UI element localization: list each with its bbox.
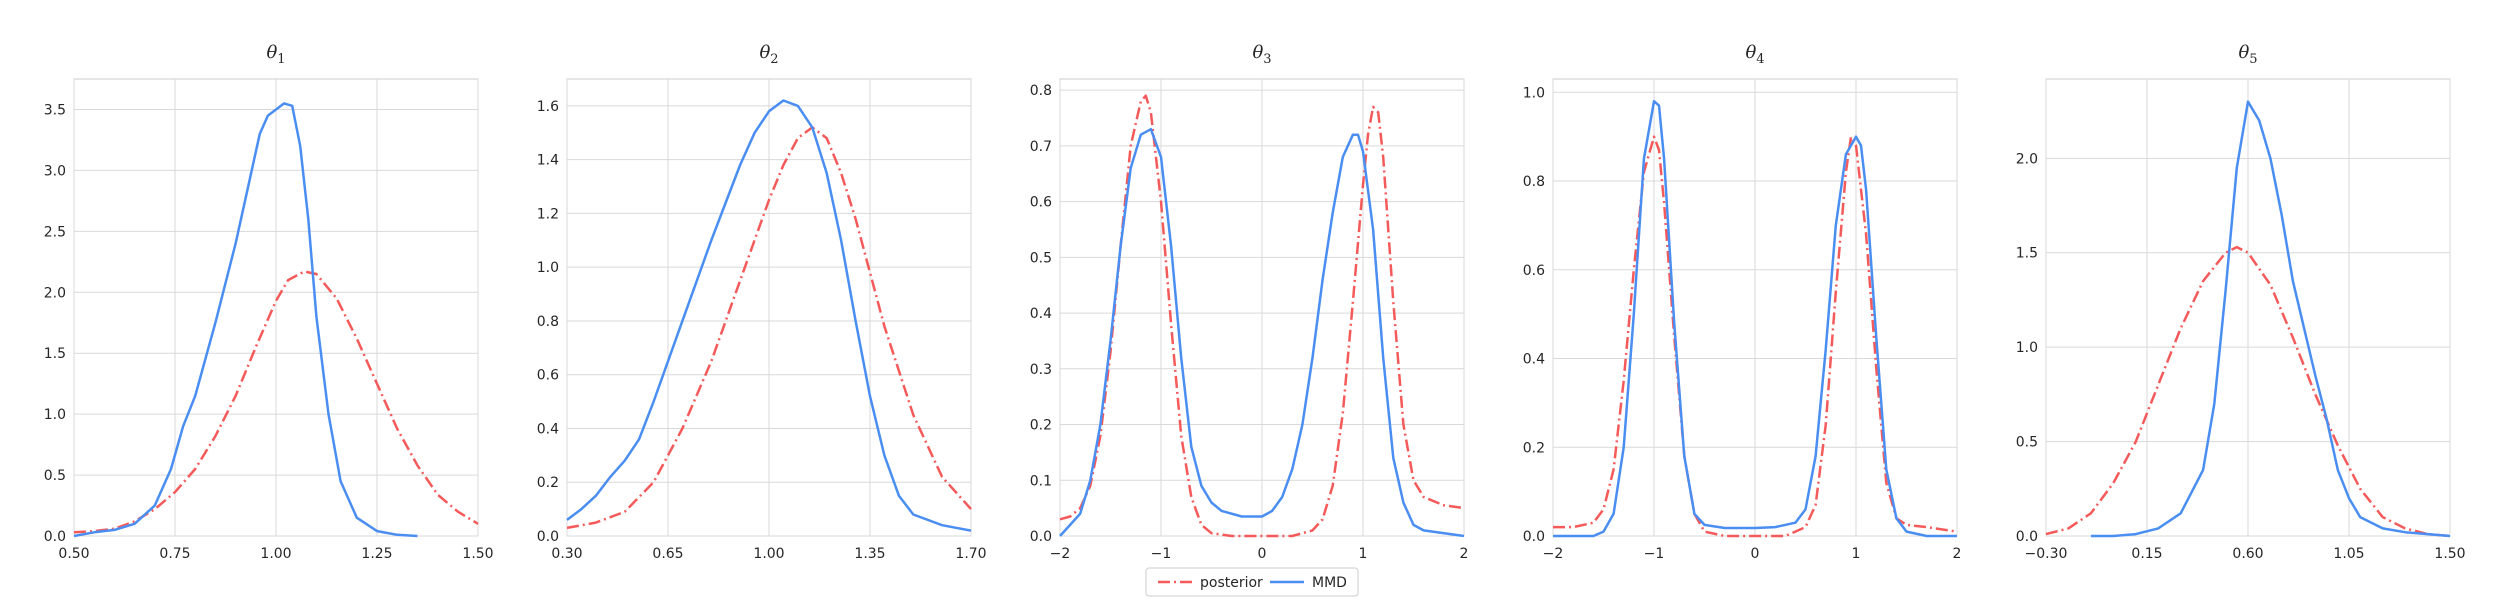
panel-title: θ5: [2238, 42, 2257, 67]
y-tick-label: 0.5: [1030, 250, 1052, 266]
y-tick-label: 0.7: [1030, 139, 1052, 155]
x-tick-label: 1.00: [260, 546, 291, 562]
legend-frame: [1145, 567, 1359, 597]
x-tick-label: 0.15: [2131, 546, 2162, 562]
panel-title-subscript: 3: [1263, 52, 1271, 67]
y-tick-label: 2.5: [44, 224, 66, 240]
x-tick-label: 0.75: [159, 546, 190, 562]
panel-title-subscript: 4: [1756, 52, 1764, 67]
y-tick-label: 0.0: [2016, 529, 2038, 545]
y-tick-label: 0.8: [1030, 83, 1052, 99]
y-tick-label: 3.0: [44, 163, 66, 179]
panels: 0.50 0.75 1.00 1.25 1.500.00.51.01.52.02.53.…: [44, 42, 2466, 562]
x-tick-label: 1: [1852, 546, 1861, 562]
series-line-posterior: [2045, 245, 2451, 538]
panel-title: θ1: [266, 42, 285, 67]
x-tick-label: 0: [1751, 546, 1760, 562]
y-tick-label: 0.8: [537, 314, 559, 330]
x-tick-label: 0.50: [58, 546, 89, 562]
y-tick-label: 0.6: [1523, 263, 1545, 279]
y-tick-label: 0.4: [537, 421, 559, 437]
y-tick-label: 1.0: [2016, 340, 2038, 356]
panel-theta-2: 0.30 0.65 1.00 1.35 1.70 0.0 0.2 0.4 0.6 0.8 1.0 1.…: [537, 42, 987, 562]
x-tick-label: −2: [1543, 546, 1564, 562]
series-line-mmd: [1553, 99, 1957, 538]
x-tick-label: 1.35: [854, 546, 885, 562]
y-tick-label: 1.5: [44, 346, 66, 362]
x-tick-label: −2: [1050, 546, 1071, 562]
y-tick-label: 3.5: [44, 102, 66, 118]
panel-title: θ2: [759, 42, 778, 67]
y-tick-label: 2.0: [44, 285, 66, 301]
y-tick-label: 0.0: [537, 529, 559, 545]
y-tick-label: 1.4: [537, 153, 559, 169]
y-tick-label: 0.5: [2016, 435, 2038, 451]
panel-theta-3: −2 −1 0 1 2 0.0 0.1 0.2 0.3 0.4 0.5 0.6 0.7 0.8 θ3: [1030, 42, 1469, 562]
panel-title: θ3: [1252, 42, 1271, 67]
x-tick-label: −1: [1151, 546, 1172, 562]
y-tick-label: 0.0: [1030, 529, 1052, 545]
series-line-mmd: [566, 99, 972, 532]
y-tick-label: 0.2: [537, 475, 559, 491]
y-tick-label: 1.6: [537, 99, 559, 115]
legend: posterior MMD: [1145, 567, 1359, 597]
series-line-mmd: [1059, 127, 1465, 538]
x-tick-label: 1.00: [753, 546, 784, 562]
panel-title-symbol: θ: [2238, 42, 2249, 63]
y-tick-label: 0.6: [1030, 195, 1052, 211]
panel-title-subscript: 1: [277, 52, 285, 67]
y-tick-label: 0.2: [1523, 440, 1545, 456]
panel-theta-5: −0.30 0.15 0.60 1.05 1.50 0.0 0.5 1.0 1.5 2.0 θ5: [2016, 42, 2466, 562]
series-line-mmd: [2090, 100, 2451, 538]
panel-title-symbol: θ: [266, 42, 277, 63]
x-tick-label: 0.60: [2232, 546, 2263, 562]
x-tick-label: 1.50: [2434, 546, 2465, 562]
series-line-posterior: [566, 126, 972, 530]
y-tick-label: 2.0: [2016, 151, 2038, 167]
legend-label-mmd: MMD: [1312, 575, 1347, 591]
x-tick-label: 2: [1953, 546, 1962, 562]
y-tick-label: 0.4: [1030, 306, 1052, 322]
x-tick-label: 2: [1460, 546, 1469, 562]
y-tick-label: 0.5: [44, 468, 66, 484]
panel-title-subscript: 2: [770, 52, 778, 67]
panel-title-subscript: 5: [2249, 52, 2257, 67]
y-tick-label: 1.0: [44, 407, 66, 423]
panel-title-symbol: θ: [759, 42, 770, 63]
x-tick-label: 1.05: [2333, 546, 2364, 562]
x-tick-label: 1.50: [462, 546, 493, 562]
y-tick-label: 0.8: [1523, 174, 1545, 190]
series-line-posterior: [1553, 135, 1958, 538]
y-tick-label: 0.1: [1030, 473, 1052, 489]
y-tick-label: 0.3: [1030, 362, 1052, 378]
x-tick-label: 1: [1359, 546, 1368, 562]
series-line-mmd: [73, 102, 418, 538]
y-tick-label: 1.0: [537, 260, 559, 276]
panel-theta-1: 0.50 0.75 1.00 1.25 1.50 0.0 0.5 1.0 1.5 2.0 2.5 3.…: [44, 42, 494, 562]
panel-title: θ4: [1745, 42, 1764, 67]
x-tick-label: 0: [1258, 546, 1267, 562]
y-tick-label: 0.0: [1523, 529, 1545, 545]
x-tick-label: −0.30: [2025, 546, 2068, 562]
x-tick-label: 1.25: [361, 546, 392, 562]
x-tick-label: 1.70: [955, 546, 986, 562]
y-tick-label: 0.6: [537, 368, 559, 384]
panel-title-symbol: θ: [1745, 42, 1756, 63]
x-tick-label: −1: [1644, 546, 1665, 562]
panel-theta-4: −2 −1 0 1 2 0.0 0.2 0.4 0.6 0.8 1.0 θ4: [1523, 42, 1962, 562]
legend-label-posterior: posterior: [1200, 575, 1263, 591]
y-tick-label: 0.0: [44, 529, 66, 545]
y-tick-label: 1.0: [1523, 85, 1545, 101]
panel-title-symbol: θ: [1252, 42, 1263, 63]
y-tick-label: 0.4: [1523, 352, 1545, 368]
y-tick-label: 0.2: [1030, 418, 1052, 434]
y-tick-label: 1.5: [2016, 246, 2038, 262]
y-tick-label: 1.2: [537, 206, 559, 222]
x-tick-label: 0.65: [652, 546, 683, 562]
x-tick-label: 0.30: [551, 546, 582, 562]
